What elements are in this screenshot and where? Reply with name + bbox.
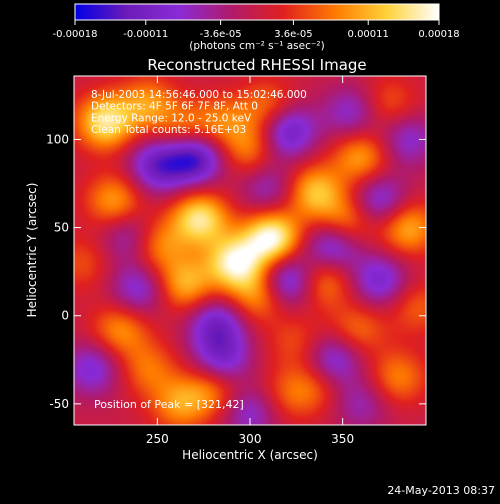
y-tick-label: 0 [61, 309, 69, 323]
colorbar-units-label: (photons cm⁻² s⁻¹ asec⁻²) [189, 40, 324, 52]
x-tick-label: 250 [146, 432, 169, 446]
plot-area [73, 75, 427, 426]
colorbar-tick-label: -3.6e-05 [200, 29, 242, 40]
timestamp-label: 24-May-2013 08:37 [387, 484, 495, 497]
y-axis-ticks: -50 0 50 100 [46, 132, 426, 411]
colorbar-tick-label: -0.00011 [123, 29, 168, 40]
x-tick-label: 350 [331, 432, 354, 446]
colorbar-tick-label: 0.00018 [418, 29, 459, 40]
info-line: Energy Range: 12.0 - 25.0 keV [91, 112, 252, 124]
colorbar-tick-label: 3.6e-05 [274, 29, 312, 40]
x-axis-ticks: 250 300 350 [146, 76, 354, 446]
colorbar [74, 3, 440, 21]
colorbar-tick-label: -0.00018 [53, 29, 98, 40]
y-tick-label: -50 [49, 397, 69, 411]
peak-position-label: Position of Peak = [321,42] [94, 398, 244, 411]
info-annotation: 8-Jul-2003 14:56:46.000 to 15:02:46.000D… [91, 89, 307, 136]
info-line: Detectors: 4F 5F 6F 7F 8F, Att 0 [91, 101, 258, 113]
info-line: 8-Jul-2003 14:56:46.000 to 15:02:46.000 [91, 89, 307, 101]
x-tick-label: 300 [239, 432, 262, 446]
colorbar-ticks: -0.00018 -0.00011 -3.6e-05 3.6e-05 0.00011 0.… [53, 20, 460, 40]
info-line: Clean Total counts: 5.16E+03 [91, 124, 246, 136]
y-tick-label: 100 [46, 132, 69, 146]
heatmap-image [74, 76, 426, 425]
x-axis-label: Heliocentric X (arcsec) [182, 448, 318, 462]
chart-title: Reconstructed RHESSI Image [147, 56, 366, 74]
y-tick-label: 50 [54, 221, 69, 235]
y-axis-label: Heliocentric Y (arcsec) [25, 183, 39, 318]
colorbar-tick-label: 0.00011 [348, 29, 389, 40]
